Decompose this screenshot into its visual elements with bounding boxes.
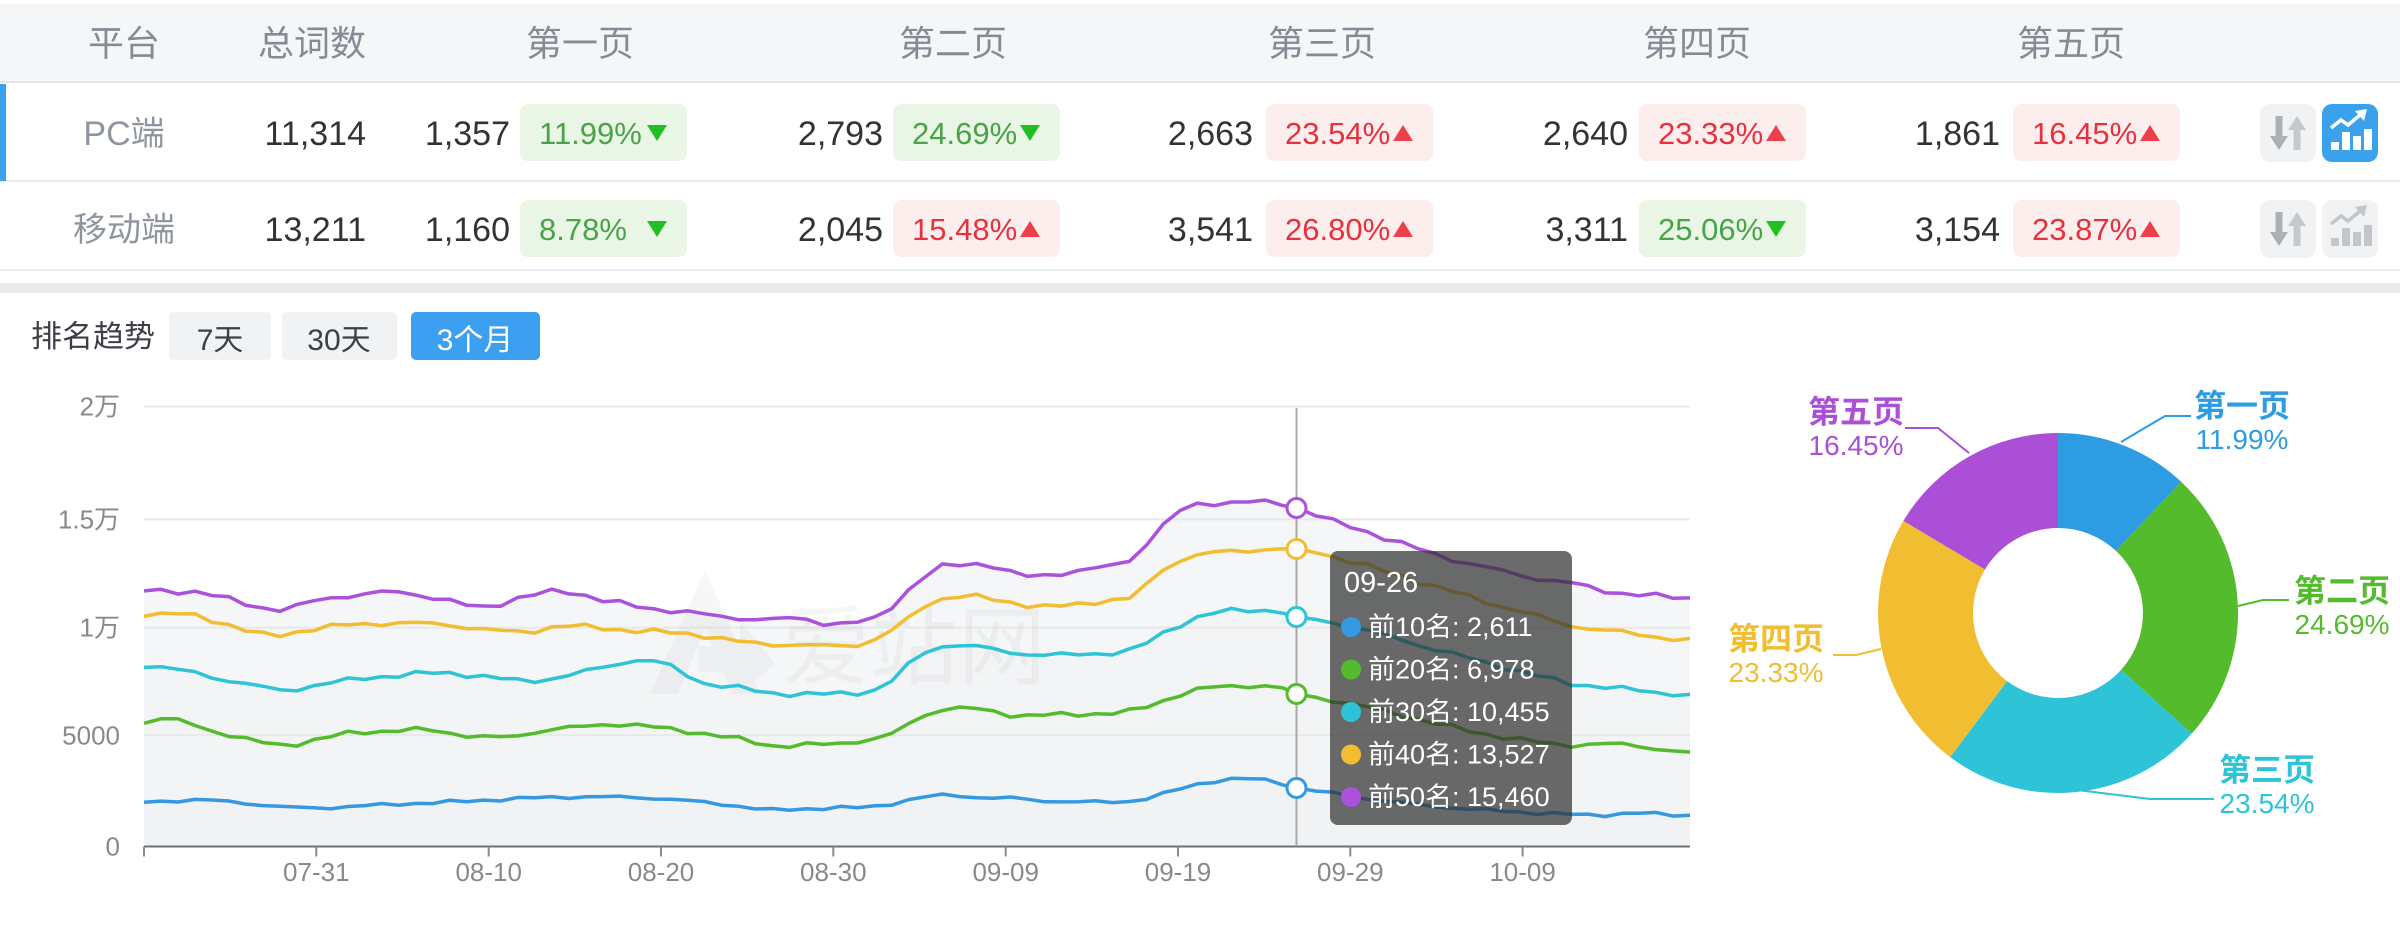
svg-text:0: 0 bbox=[106, 832, 120, 862]
svg-text:11,314: 11,314 bbox=[265, 115, 366, 153]
svg-text:1,861: 1,861 bbox=[1915, 115, 2000, 153]
svg-text:8.78%: 8.78% bbox=[539, 212, 627, 247]
svg-text:2,640: 2,640 bbox=[1543, 115, 1628, 153]
svg-text:23.54%: 23.54% bbox=[2220, 788, 2315, 819]
svg-text:11.99%: 11.99% bbox=[539, 116, 642, 151]
svg-text:25.06%: 25.06% bbox=[1658, 212, 1763, 247]
svg-text:PC: PC bbox=[83, 115, 130, 153]
svg-text:26.80%: 26.80% bbox=[1285, 212, 1390, 247]
svg-text:2,045: 2,045 bbox=[798, 211, 883, 249]
svg-text:10-09: 10-09 bbox=[1489, 857, 1556, 887]
svg-text:2,663: 2,663 bbox=[1168, 115, 1253, 153]
svg-text:23.33%: 23.33% bbox=[1729, 657, 1824, 688]
svg-text:23.87%: 23.87% bbox=[2032, 212, 2137, 247]
svg-text:09-29: 09-29 bbox=[1317, 857, 1384, 887]
svg-text:13,211: 13,211 bbox=[265, 211, 366, 249]
svg-text:20: 20 bbox=[1395, 655, 1425, 685]
svg-text:16.45%: 16.45% bbox=[1809, 430, 1904, 461]
svg-text:24.69%: 24.69% bbox=[2295, 609, 2390, 640]
svg-text:09-09: 09-09 bbox=[972, 857, 1039, 887]
svg-text:07-31: 07-31 bbox=[283, 857, 350, 887]
svg-text:08-30: 08-30 bbox=[800, 857, 867, 887]
svg-text:23.54%: 23.54% bbox=[1285, 116, 1390, 151]
svg-text:: 13,527: : 13,527 bbox=[1452, 740, 1550, 770]
svg-text:1: 1 bbox=[80, 613, 94, 643]
svg-text:: 2,611: : 2,611 bbox=[1452, 612, 1533, 642]
svg-text:11.99%: 11.99% bbox=[2196, 424, 2289, 455]
svg-text:15.48%: 15.48% bbox=[912, 212, 1017, 247]
svg-text:3: 3 bbox=[437, 324, 454, 357]
svg-text:2,793: 2,793 bbox=[798, 115, 883, 153]
svg-text:08-10: 08-10 bbox=[455, 857, 522, 887]
svg-text:24.69%: 24.69% bbox=[912, 116, 1017, 151]
svg-text:2: 2 bbox=[80, 392, 94, 422]
svg-text:3,311: 3,311 bbox=[1545, 211, 1628, 249]
svg-text:1,160: 1,160 bbox=[425, 211, 510, 249]
svg-text:10: 10 bbox=[1395, 612, 1425, 642]
svg-text:50: 50 bbox=[1395, 782, 1425, 812]
svg-text:: 15,460: : 15,460 bbox=[1452, 782, 1550, 812]
svg-text:08-20: 08-20 bbox=[628, 857, 695, 887]
svg-text:23.33%: 23.33% bbox=[1658, 116, 1763, 151]
svg-text:30: 30 bbox=[1395, 697, 1425, 727]
svg-text:3,154: 3,154 bbox=[1915, 211, 2000, 249]
svg-text:5000: 5000 bbox=[62, 720, 120, 750]
svg-text:1.5: 1.5 bbox=[58, 504, 94, 534]
svg-text:09-26: 09-26 bbox=[1344, 567, 1418, 599]
svg-text:7: 7 bbox=[197, 324, 214, 357]
svg-text:: 10,455: : 10,455 bbox=[1452, 697, 1550, 727]
svg-text:1,357: 1,357 bbox=[425, 115, 510, 153]
svg-text:30: 30 bbox=[307, 324, 340, 357]
svg-text:09-19: 09-19 bbox=[1145, 857, 1212, 887]
svg-text:: 6,978: : 6,978 bbox=[1452, 655, 1535, 685]
svg-text:3,541: 3,541 bbox=[1168, 211, 1253, 249]
svg-text:16.45%: 16.45% bbox=[2032, 116, 2137, 151]
svg-text:40: 40 bbox=[1395, 740, 1425, 770]
